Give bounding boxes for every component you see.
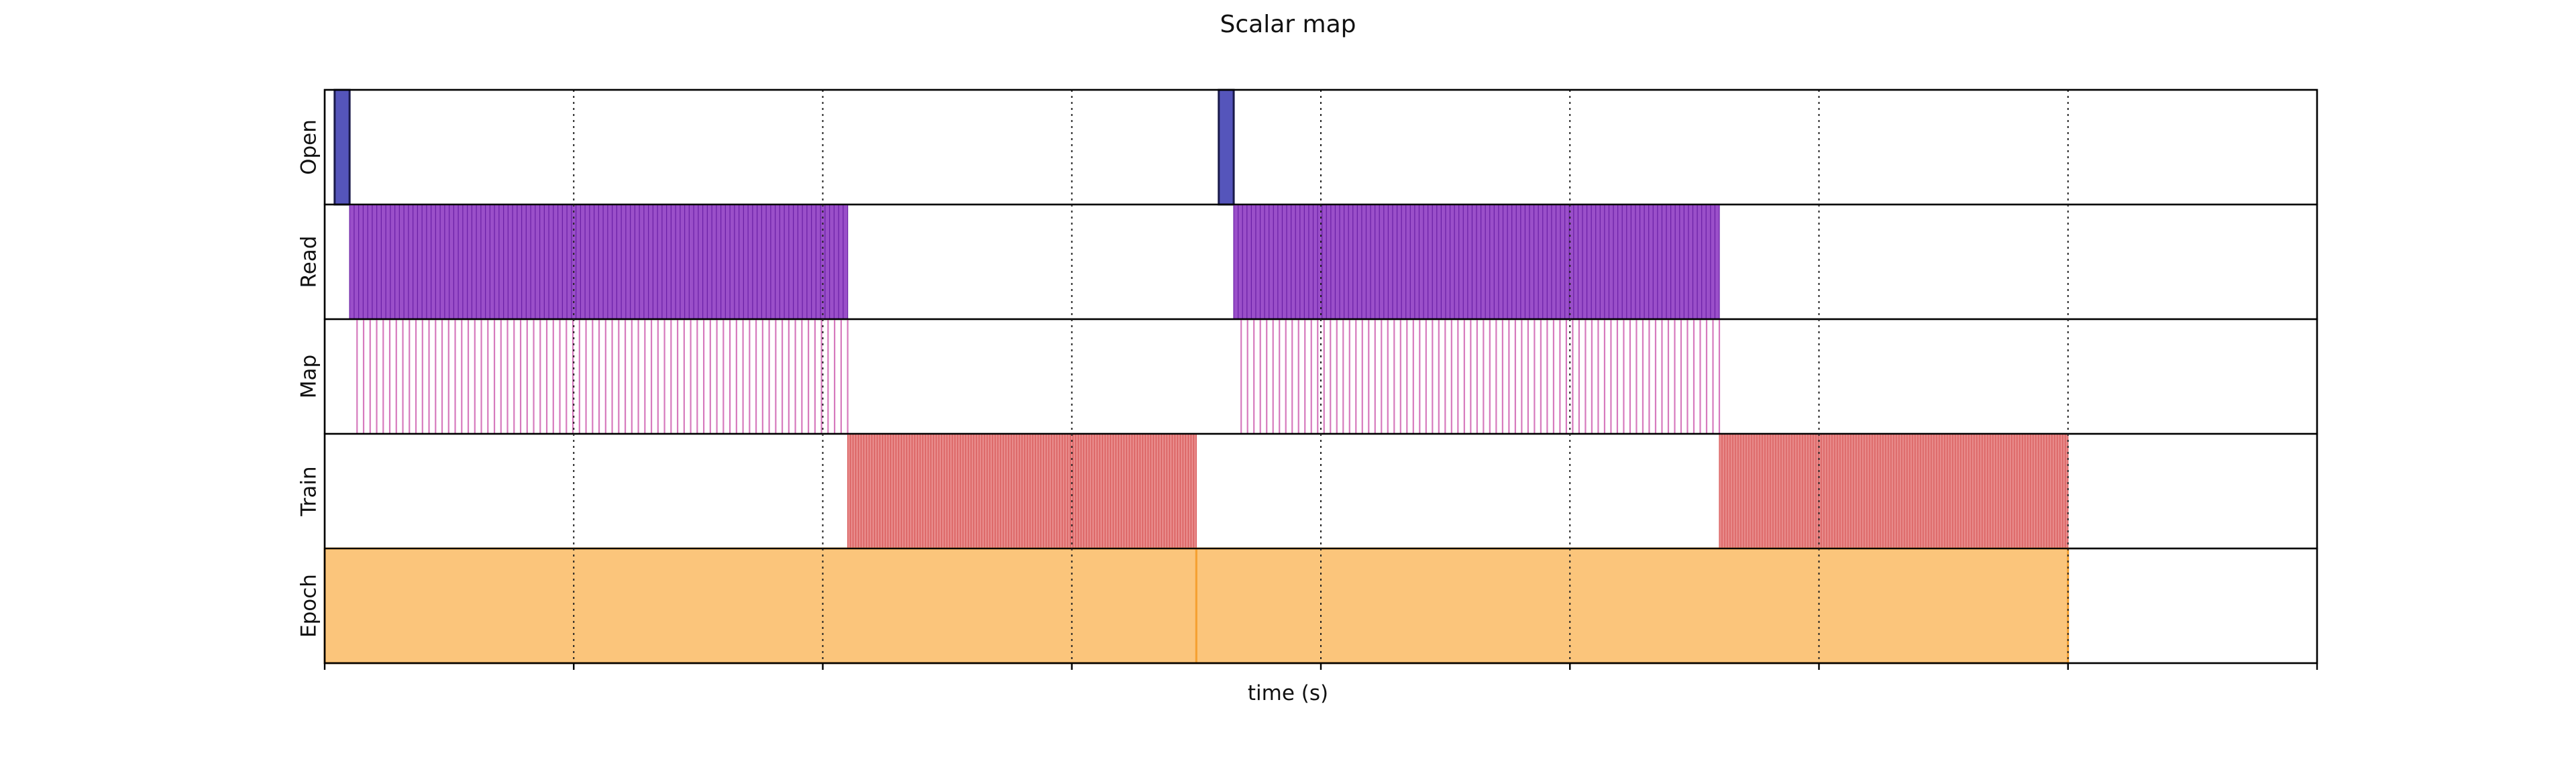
lane-label-map: Map [297,355,321,398]
interval-bar-open [333,89,351,206]
interval-bar-open [1218,89,1235,206]
lane-label-epoch: Epoch [297,574,321,638]
interval-bar-epoch [1195,547,2070,664]
lane-label-train: Train [297,466,321,516]
interval-bar-epoch [323,547,1197,664]
lane-label-open: Open [297,119,321,175]
lane-label-read: Read [297,236,321,288]
plot-frame [323,89,2318,664]
chart-title: Scalar map [1220,11,1356,38]
x-axis-label: time (s) [1247,681,1329,705]
